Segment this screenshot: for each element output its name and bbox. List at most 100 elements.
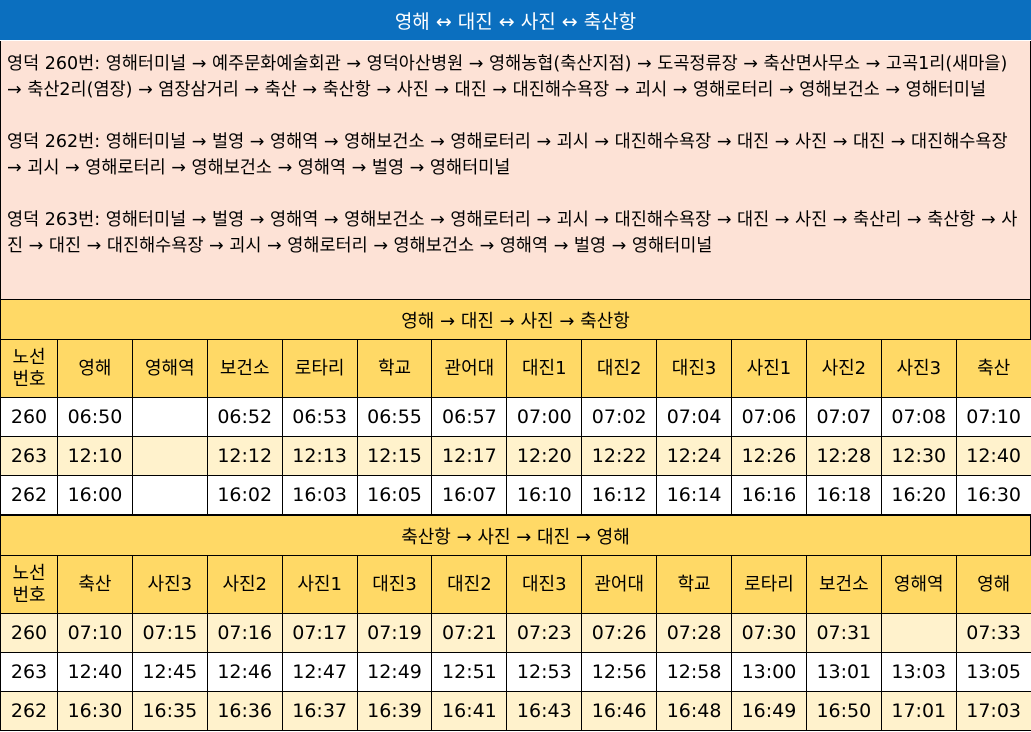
- stop-header: 대진2: [431, 555, 508, 614]
- time-cell: 16:43: [506, 691, 583, 731]
- table-row: 262 16:00 16:02 16:03 16:05 16:07 16:10 16:12 16…: [0, 475, 1031, 515]
- route-description-263: 영덕 263번: 영해터미널 → 벌영 → 영해역 → 영해보건소 → 영해로터…: [7, 210, 1018, 256]
- stop-header: 로타리: [281, 339, 358, 398]
- table-row: 262 16:30 16:35 16:36 16:37 16:39 16:41 16:43 16…: [0, 691, 1031, 731]
- route-number-cell: 262: [0, 691, 58, 731]
- time-cell: 16:12: [581, 475, 658, 515]
- time-cell: 12:28: [805, 436, 882, 476]
- stop-header: 대진3: [356, 555, 433, 614]
- time-cell: 16:18: [805, 475, 882, 515]
- time-cell: 16:10: [506, 475, 583, 515]
- route-number-cell: 262: [0, 475, 58, 515]
- time-cell: 16:36: [206, 691, 283, 731]
- time-cell: 16:03: [281, 475, 358, 515]
- time-cell: 12:24: [656, 436, 733, 476]
- time-cell: 16:35: [131, 691, 208, 731]
- time-cell: 12:12: [206, 436, 283, 476]
- stop-header: 사진1: [281, 555, 358, 614]
- stop-header: 대진3: [656, 339, 733, 398]
- time-cell: 16:02: [206, 475, 283, 515]
- time-cell: 07:15: [131, 613, 208, 653]
- time-cell: 06:55: [356, 397, 433, 437]
- time-cell: 12:10: [57, 436, 133, 476]
- route-description-262: 영덕 262번: 영해터미널 → 벌영 → 영해역 → 영해보건소 → 영해로터…: [7, 132, 1008, 178]
- route-descriptions: 영덕 260번: 영해터미널 → 예주문화예술회관 → 영덕아산병원 → 영해농…: [0, 41, 1031, 299]
- stop-header: 영해: [57, 339, 133, 398]
- time-cell: 07:30: [731, 613, 807, 653]
- table-row: 260 06:50 06:52 06:53 06:55 06:57 07:00 07:02 07…: [0, 397, 1031, 437]
- time-cell: 12:15: [356, 436, 433, 476]
- stop-header: 학교: [356, 339, 433, 398]
- time-cell: 07:28: [656, 613, 733, 653]
- time-cell: 07:26: [581, 613, 658, 653]
- time-cell: 17:03: [955, 691, 1031, 731]
- table-row: 260 07:10 07:15 07:16 07:17 07:19 07:21 07:23 07…: [0, 613, 1031, 653]
- time-cell: 16:16: [731, 475, 807, 515]
- route-number-cell: 263: [0, 652, 58, 692]
- time-cell: 16:46: [581, 691, 658, 731]
- time-cell: 17:01: [880, 691, 957, 731]
- time-cell: [880, 613, 957, 653]
- time-cell: 12:17: [431, 436, 508, 476]
- stop-header: 관어대: [431, 339, 508, 398]
- route-number-header: 노선 번호: [0, 555, 58, 614]
- time-cell: 16:39: [356, 691, 433, 731]
- stop-header: 사진3: [131, 555, 208, 614]
- inbound-heading: 축산항 → 사진 → 대진 → 영해: [0, 515, 1031, 555]
- inbound-timetable: 노선 번호 축산 사진3 사진2 사진1 대진3 대진2 대진3 관어대 학교 로타리 보건소 영해역 영…: [0, 555, 1031, 731]
- stop-header: 사진2: [206, 555, 283, 614]
- time-cell: 13:00: [731, 652, 807, 692]
- time-cell: 12:53: [506, 652, 583, 692]
- time-cell: 12:22: [581, 436, 658, 476]
- time-cell: 07:02: [581, 397, 658, 437]
- time-cell: 12:20: [506, 436, 583, 476]
- time-cell: 07:00: [506, 397, 583, 437]
- stop-header: 영해: [955, 555, 1031, 614]
- time-cell: 07:23: [506, 613, 583, 653]
- time-cell: 07:21: [431, 613, 508, 653]
- outbound-heading: 영해 → 대진 → 사진 → 축산항: [0, 299, 1031, 339]
- time-cell: [131, 436, 208, 476]
- time-cell: 16:37: [281, 691, 358, 731]
- time-cell: 12:56: [581, 652, 658, 692]
- time-cell: 06:50: [57, 397, 133, 437]
- time-cell: 07:17: [281, 613, 358, 653]
- table-row: 263 12:40 12:45 12:46 12:47 12:49 12:51 12:53 12…: [0, 652, 1031, 692]
- route-number-cell: 260: [0, 397, 58, 437]
- time-cell: 12:45: [131, 652, 208, 692]
- time-cell: 12:26: [731, 436, 807, 476]
- stop-header: 보건소: [206, 339, 283, 398]
- time-cell: 12:49: [356, 652, 433, 692]
- time-cell: 06:53: [281, 397, 358, 437]
- time-cell: 12:40: [955, 436, 1031, 476]
- stop-header: 보건소: [805, 555, 882, 614]
- time-cell: 13:01: [805, 652, 882, 692]
- time-cell: 13:03: [880, 652, 957, 692]
- time-cell: 07:08: [880, 397, 957, 437]
- time-cell: 16:49: [731, 691, 807, 731]
- page-title: 영해 ↔ 대진 ↔ 사진 ↔ 축산항: [0, 0, 1031, 41]
- stop-header: 영해역: [131, 339, 208, 398]
- time-cell: 12:13: [281, 436, 358, 476]
- time-cell: 12:58: [656, 652, 733, 692]
- time-cell: 07:10: [955, 397, 1031, 437]
- stop-header: 대진1: [506, 339, 583, 398]
- route-number-cell: 263: [0, 436, 58, 476]
- time-cell: 07:19: [356, 613, 433, 653]
- route-number-cell: 260: [0, 613, 58, 653]
- table-row: 263 12:10 12:12 12:13 12:15 12:17 12:20 12:22 12…: [0, 436, 1031, 476]
- time-cell: 16:00: [57, 475, 133, 515]
- time-cell: 07:16: [206, 613, 283, 653]
- time-cell: 16:20: [880, 475, 957, 515]
- stop-header: 대진3: [506, 555, 583, 614]
- stop-header: 학교: [656, 555, 733, 614]
- header-row: 노선 번호 축산 사진3 사진2 사진1 대진3 대진2 대진3 관어대 학교 로타리 보건소 영해역 영…: [0, 555, 1031, 614]
- time-cell: 07:31: [805, 613, 882, 653]
- time-cell: 12:30: [880, 436, 957, 476]
- time-cell: 12:47: [281, 652, 358, 692]
- time-cell: 12:40: [57, 652, 133, 692]
- time-cell: 07:07: [805, 397, 882, 437]
- stop-header: 사진1: [731, 339, 807, 398]
- time-cell: 07:04: [656, 397, 733, 437]
